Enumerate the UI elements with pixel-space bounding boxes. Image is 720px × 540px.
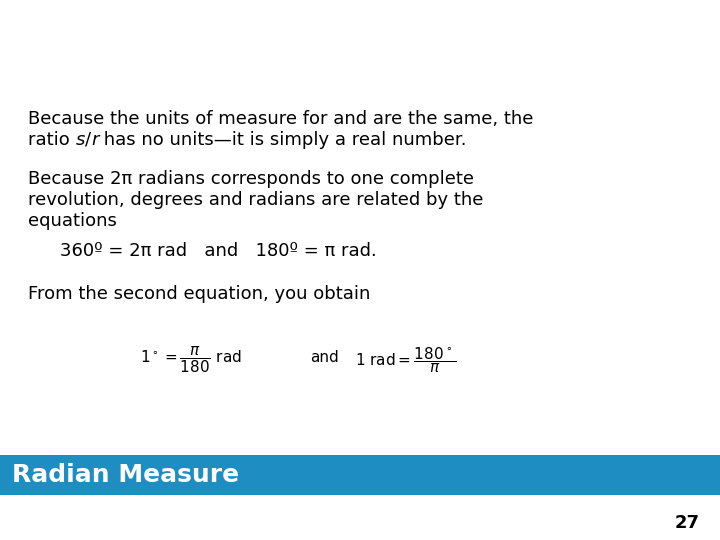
Text: equations: equations [28,212,117,230]
Text: 27: 27 [675,514,700,532]
Text: Because the units of measure for and are the same, the: Because the units of measure for and are… [28,110,534,128]
Text: Because 2π radians corresponds to one complete: Because 2π radians corresponds to one co… [28,170,474,188]
Text: r: r [91,131,99,149]
Text: Radian Measure: Radian Measure [12,463,239,487]
Text: From the second equation, you obtain: From the second equation, you obtain [28,285,370,303]
Text: /: / [85,131,91,149]
Text: and: and [310,350,338,365]
Text: 360º = 2π rad   and   180º = π rad.: 360º = 2π rad and 180º = π rad. [60,242,377,260]
Bar [0,455,720,495]
Text: $1^\circ = \dfrac{\pi}{180}\ \mathrm{rad}$: $1^\circ = \dfrac{\pi}{180}\ \mathrm{rad… [140,345,242,375]
Text: revolution, degrees and radians are related by the: revolution, degrees and radians are rela… [28,191,483,209]
Text: ratio: ratio [28,131,76,149]
Text: s: s [76,131,85,149]
Text: has no units—it is simply a real number.: has no units—it is simply a real number. [99,131,467,149]
Text: $1\ \mathrm{rad} = \dfrac{180^\circ}{\pi}$: $1\ \mathrm{rad} = \dfrac{180^\circ}{\pi… [355,345,456,375]
